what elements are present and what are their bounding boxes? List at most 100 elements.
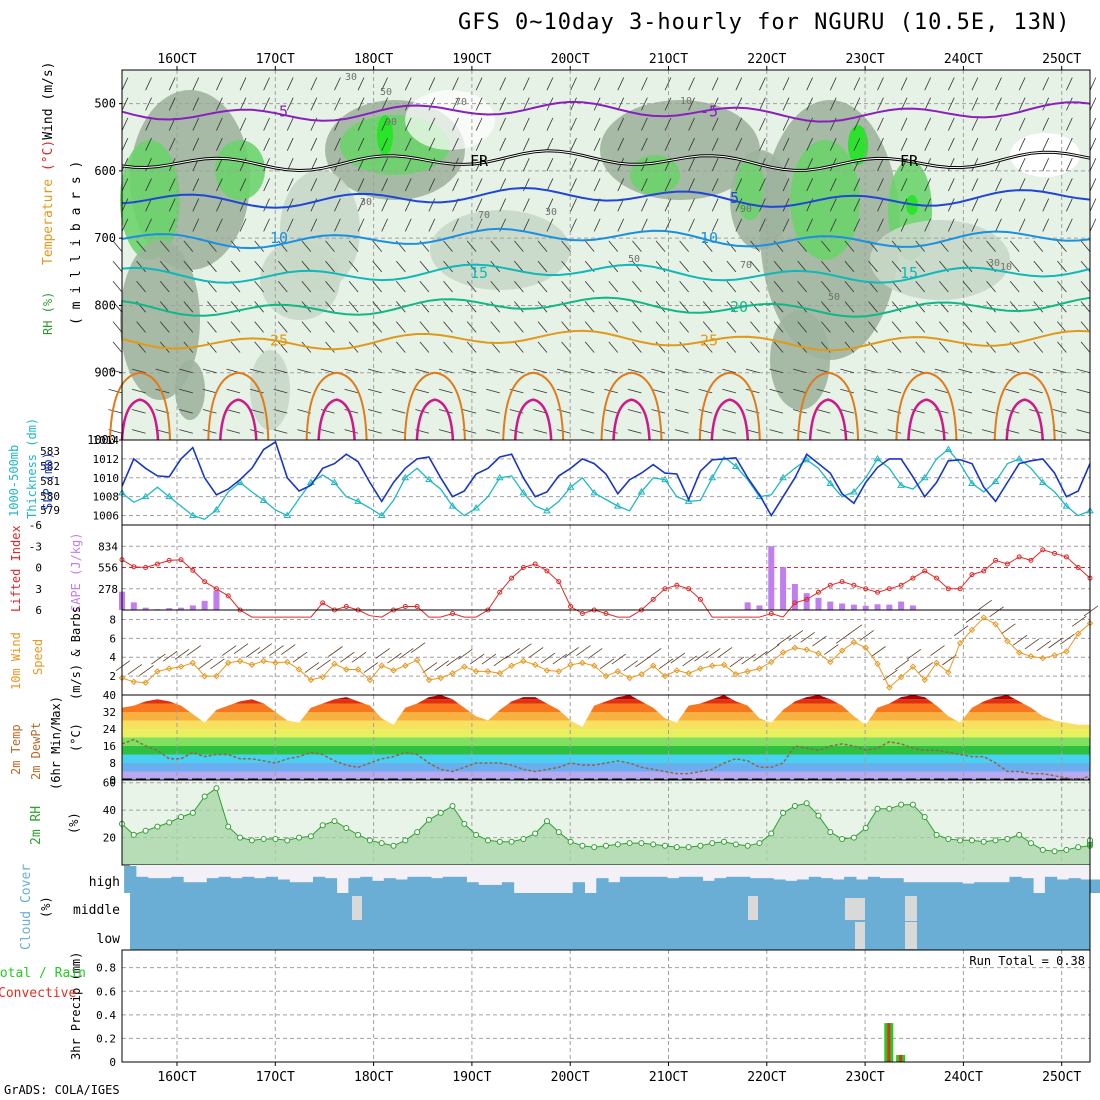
rh2m-point [402,837,409,844]
wind-barb-10m [410,642,426,654]
wind-barb [844,281,855,293]
wind-barb [1066,117,1073,131]
wind-barb [428,198,436,212]
wind-speed-point [177,663,185,670]
wind-barb [391,429,406,434]
wind-barb [995,117,1002,131]
wind-barb [131,429,146,434]
wind-barb [702,260,713,273]
wind-barb [608,240,619,252]
wind-barb [334,198,341,212]
thickness-point [165,492,174,500]
isotherm-label: 25 [700,331,718,349]
lifted-index-point [674,582,680,588]
wind-barb [419,321,430,333]
wind-barb [711,158,719,172]
wind-barb [1089,178,1097,192]
rh2m-point [803,800,810,807]
x-tick-label-top: 17OCT [256,52,295,67]
wind-speed-point [343,666,350,673]
wind-barb [357,97,365,111]
credit-label: GrADS: COLA/IGES [4,1083,120,1097]
rh2m-point [154,823,161,830]
wind-barb [915,260,926,273]
wind-barb [310,97,318,111]
wind-barb [617,97,625,111]
wind-barb [475,137,483,151]
wind-barb [1018,77,1026,91]
wind-barb [887,388,902,394]
wind-barb [664,218,672,232]
wind-barb-10m [741,653,756,665]
wind-barb [782,137,790,151]
temp-color-bands [122,695,1090,780]
wind-barb [759,178,766,192]
wind-barb [722,429,736,434]
wind-barb [853,198,861,212]
wind-barb [523,137,530,151]
wind-barb [688,137,695,151]
lifted-index-point [815,589,821,595]
wind-barb-10m [363,662,379,673]
wind-barb [750,341,760,353]
rh2m-point [555,829,562,836]
thickness-point [212,505,221,513]
cloud-high-bar [926,882,940,893]
cloud-high-bar [915,882,928,893]
wind-barb [782,77,790,91]
wind-barb-10m [151,653,166,665]
wind-barb [145,77,152,91]
wind-barb [570,158,577,172]
wind-barb [226,409,241,414]
wind-barb [239,97,247,111]
wind-barb [608,301,619,313]
rh2m-point [414,829,421,836]
wind-barb [617,137,625,151]
wind-barb [301,321,312,333]
y-tick-label-cloud: low [97,932,121,947]
wind-barb [759,77,766,91]
lifted-index-point [898,582,904,588]
wind-barb [192,198,200,212]
wind-barb [490,321,501,333]
wind-barb [797,260,807,273]
wind-speed-point [779,649,787,656]
rh2m-point [225,823,232,830]
y-tick-label-precip: 0.4 [96,1009,116,1022]
wind-barb [452,117,459,131]
wind-barb [924,178,932,192]
wind-barb-10m [540,652,556,664]
temp-ylabel-3: (6hr Min/Max) [49,696,63,790]
wind-barb [995,77,1002,91]
wind-barb [404,178,412,192]
wind-barb [1057,281,1067,293]
wind-barb [452,77,459,91]
wind-barb [546,178,554,192]
lifted-index-point [993,557,999,563]
wind-barb [947,77,955,91]
wind-barb [230,321,241,333]
wind-barb [664,97,672,111]
isotherm-label: 15 [900,264,918,282]
wind-barb [711,77,719,91]
wind-barb [301,281,312,293]
wind-barb [782,97,790,111]
wind-barb [183,240,194,252]
rh2m-point [992,837,999,844]
wind-barb [844,240,855,252]
wind-barb [915,341,926,353]
wind-barb [514,321,524,333]
wind-barb [1042,77,1050,91]
wind-barb-10m [989,606,1004,618]
wind-barb [320,368,335,374]
wind-barb [745,368,760,374]
rh2m-point [614,841,621,848]
wind-barb [900,178,908,192]
rh2m-point [319,822,326,829]
y-tick-label-thickness: 583 [40,445,60,458]
wind-barb [641,97,648,111]
wind-barb [254,281,264,293]
rh2m-point [142,827,149,834]
rh2m-ylabel-units: (%) [67,812,81,834]
x-tick-label-top: 22OCT [747,52,786,67]
